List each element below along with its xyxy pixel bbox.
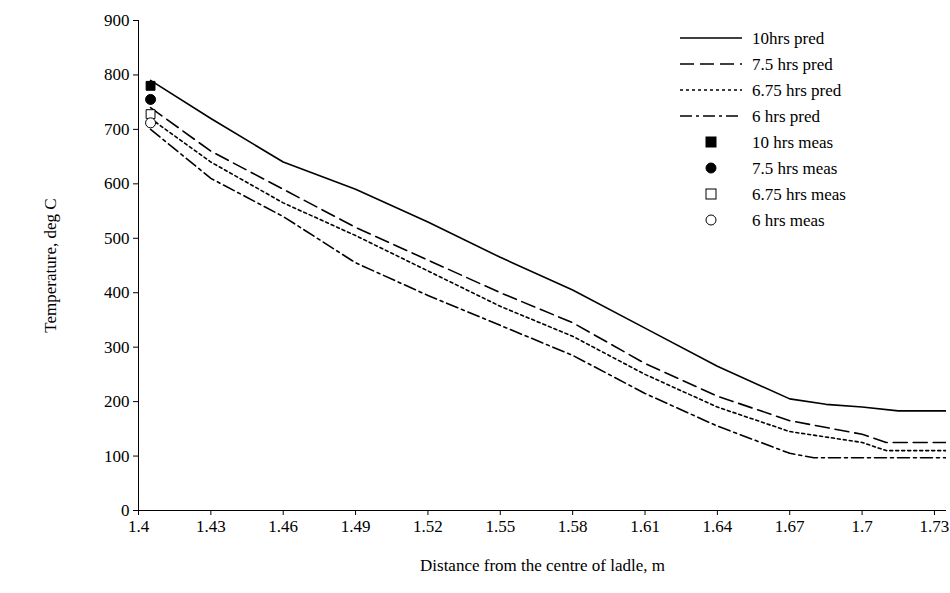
svg-text:1.61: 1.61: [630, 517, 660, 536]
svg-text:1.7: 1.7: [851, 517, 873, 536]
svg-text:1.46: 1.46: [268, 517, 298, 536]
svg-text:1.4: 1.4: [128, 517, 150, 536]
svg-text:1.49: 1.49: [341, 517, 371, 536]
svg-text:1.52: 1.52: [413, 517, 443, 536]
svg-text:6 hrs meas: 6 hrs meas: [752, 211, 825, 230]
svg-text:6.75 hrs meas: 6.75 hrs meas: [752, 185, 846, 204]
svg-text:900: 900: [104, 11, 130, 30]
svg-text:300: 300: [104, 338, 130, 357]
svg-text:500: 500: [104, 229, 130, 248]
svg-text:100: 100: [104, 446, 130, 465]
svg-text:1.58: 1.58: [558, 517, 588, 536]
svg-text:1.67: 1.67: [775, 517, 805, 536]
svg-text:Temperature, deg C: Temperature, deg C: [41, 198, 60, 332]
svg-text:10 hrs meas: 10 hrs meas: [752, 133, 833, 152]
svg-text:0: 0: [121, 500, 130, 520]
svg-text:6.75 hrs pred: 6.75 hrs pred: [752, 81, 842, 100]
svg-text:10hrs pred: 10hrs pred: [752, 29, 825, 48]
svg-text:6 hrs pred: 6 hrs pred: [752, 107, 820, 126]
svg-text:7.5 hrs meas: 7.5 hrs meas: [752, 159, 837, 178]
svg-text:7.5 hrs pred: 7.5 hrs pred: [752, 55, 833, 74]
svg-text:800: 800: [104, 65, 130, 84]
svg-text:Distance from the centre of la: Distance from the centre of ladle, m: [420, 556, 665, 575]
svg-text:1.64: 1.64: [702, 517, 732, 536]
svg-text:700: 700: [104, 120, 130, 139]
svg-text:1.55: 1.55: [485, 517, 515, 536]
svg-text:400: 400: [104, 283, 130, 302]
svg-text:600: 600: [104, 174, 130, 193]
svg-text:200: 200: [104, 392, 130, 411]
svg-text:1.73: 1.73: [920, 517, 950, 536]
svg-text:1.43: 1.43: [196, 517, 226, 536]
